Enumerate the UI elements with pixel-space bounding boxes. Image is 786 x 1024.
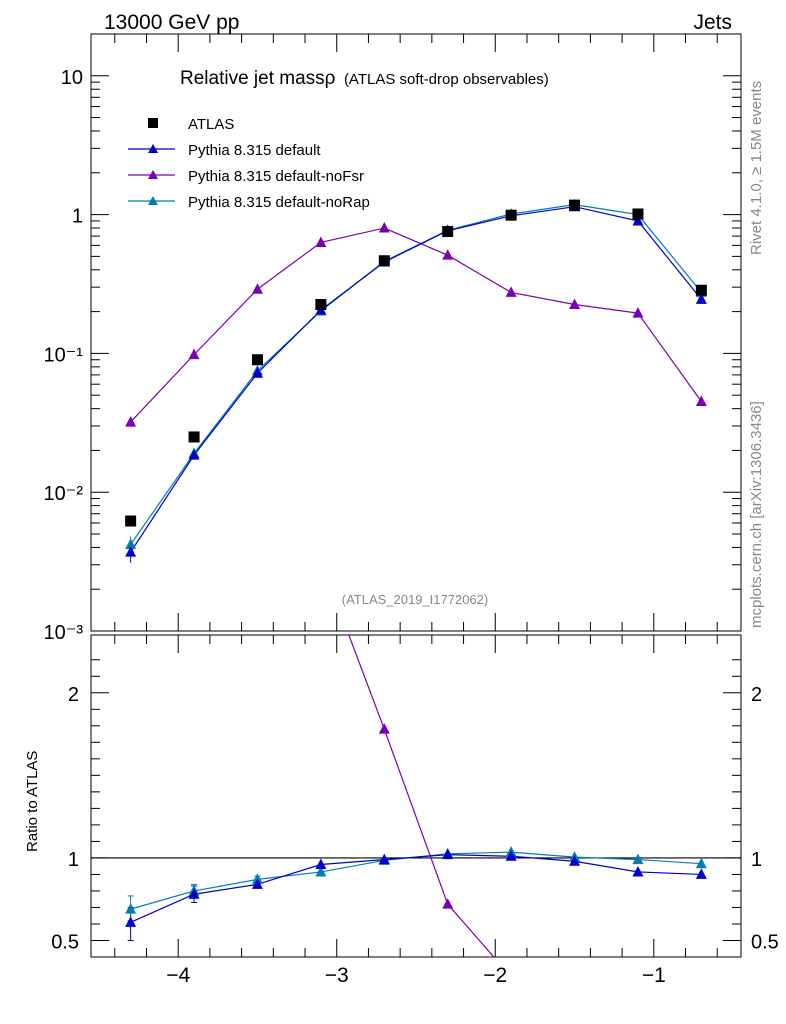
main-point-2 <box>569 298 581 310</box>
ratio-point-0 <box>251 878 263 889</box>
ratio-axis-ticks: 0.5 0.5 1 1 2 2 <box>51 635 779 957</box>
x-tick-label: −4 <box>166 964 190 987</box>
main-point-1 <box>632 214 644 226</box>
ratio-series-group <box>125 158 707 1002</box>
main-point-1 <box>695 293 707 304</box>
legend-marker-atlas <box>148 118 158 128</box>
main-point-2 <box>378 222 390 233</box>
ratio-ytick-label-right: 2 <box>751 684 762 706</box>
ratio-point-1 <box>569 986 580 997</box>
ratio-ytick-label-right: 1 <box>751 849 762 871</box>
ratio-point-1 <box>696 991 707 1002</box>
atlas-point <box>315 299 327 311</box>
ratio-ytick-label: 0.5 <box>51 931 79 953</box>
main-point-2 <box>315 236 327 247</box>
ratio-point-1 <box>252 489 263 500</box>
ratio-point-1 <box>125 158 136 169</box>
ratio-ylabel: Ratio to ATLAS <box>24 751 41 852</box>
ratio-ytick-label: 2 <box>68 684 79 706</box>
ratio-point-1 <box>442 898 454 909</box>
x-tick-labels: −4 −3 −2 −1 <box>166 964 666 987</box>
atlas-point <box>125 515 137 527</box>
main-title: Relative jet massρ (ATLAS soft-drop obse… <box>180 68 549 89</box>
legend-label-nofsr: Pythia 8.315 default-noFsr <box>188 168 364 185</box>
main-point-2 <box>188 348 200 360</box>
atlas-point <box>251 354 263 366</box>
ratio-panel-frame <box>90 634 742 958</box>
atlas-point <box>695 284 707 296</box>
main-series-line <box>130 206 702 553</box>
ratio-point-0 <box>378 853 390 865</box>
legend-label-atlas: ATLAS <box>188 116 234 133</box>
ratio-series-line <box>348 635 495 957</box>
ratio-series-line <box>130 851 702 910</box>
header-left: 13000 GeV pp <box>104 11 239 34</box>
legend-marker-nofsr <box>148 170 158 179</box>
main-point-1 <box>188 449 200 460</box>
main-point-3 <box>125 538 137 549</box>
main-axis-ticks: 10⁻³ 10⁻² 10⁻¹ 1 10 <box>44 33 741 644</box>
legend-label-norap: Pythia 8.315 default-noRap <box>188 194 370 211</box>
ratio-point-0 <box>569 855 581 866</box>
ratio-series-line <box>130 854 702 923</box>
main-point-1 <box>251 367 263 378</box>
main-point-2 <box>505 286 517 297</box>
ratio-ytick-label-right: 0.5 <box>751 931 779 953</box>
main-series-line <box>130 204 702 545</box>
ratio-point-0 <box>125 916 137 927</box>
main-point-2 <box>125 416 137 427</box>
ratio-point-1 <box>378 723 390 734</box>
ratio-point-2 <box>632 853 644 865</box>
main-point-2 <box>632 307 644 318</box>
main-ytick-label: 10 <box>61 67 83 89</box>
rivet-label: Rivet 4.1.0, ≥ 1.5M events <box>748 81 765 255</box>
header-right: Jets <box>693 11 732 34</box>
legend-label-default: Pythia 8.315 default <box>188 142 321 159</box>
analysis-label: (ATLAS_2019_I1772062) <box>342 592 488 607</box>
main-point-2 <box>251 283 263 294</box>
ratio-point-2 <box>695 857 707 869</box>
atlas-point <box>569 199 581 211</box>
x-tick-label: −2 <box>483 964 507 987</box>
ratio-point-0 <box>442 848 454 860</box>
main-ytick-label: 1 <box>72 206 83 228</box>
ratio-point-1 <box>632 986 643 997</box>
main-point-2 <box>442 249 454 260</box>
ratio-point-1 <box>189 373 200 384</box>
atlas-point <box>188 431 200 443</box>
ratio-point-1 <box>315 555 326 566</box>
ratio-point-2 <box>315 865 327 877</box>
main-ytick-label: 10⁻² <box>44 483 84 505</box>
ratio-ytick-label: 1 <box>68 849 79 871</box>
x-tick-label: −1 <box>642 964 666 987</box>
atlas-point <box>505 209 517 221</box>
main-point-2 <box>695 395 707 407</box>
subtitle-text: (ATLAS soft-drop observables) <box>344 71 549 88</box>
ratio-point-1 <box>506 971 517 982</box>
x-tick-label: −3 <box>325 964 349 987</box>
legend-marker-norap <box>148 196 158 205</box>
main-panel-frame <box>90 33 742 632</box>
ratio-point-0 <box>632 865 644 877</box>
atlas-point <box>378 255 390 267</box>
title-text: Relative jet massρ <box>180 68 336 89</box>
atlas-point <box>632 208 644 220</box>
ratio-point-0 <box>695 868 707 879</box>
legend-marker-default <box>148 144 158 153</box>
ratio-point-0 <box>315 858 327 870</box>
main-series-group <box>125 198 707 563</box>
main-series-line <box>130 227 702 423</box>
ratio-point-0 <box>188 888 200 899</box>
source-label: mcplots.cern.ch [arXiv:1306.3436] <box>748 401 765 628</box>
main-ytick-label: 10⁻¹ <box>44 344 84 366</box>
ratio-point-2 <box>125 903 137 914</box>
atlas-point <box>442 226 454 238</box>
main-ytick-label: 10⁻³ <box>44 622 84 644</box>
ratio-point-0 <box>505 850 517 861</box>
legend: ATLAS Pythia 8.315 default Pythia 8.315 … <box>128 116 370 211</box>
main-point-1 <box>125 546 137 557</box>
